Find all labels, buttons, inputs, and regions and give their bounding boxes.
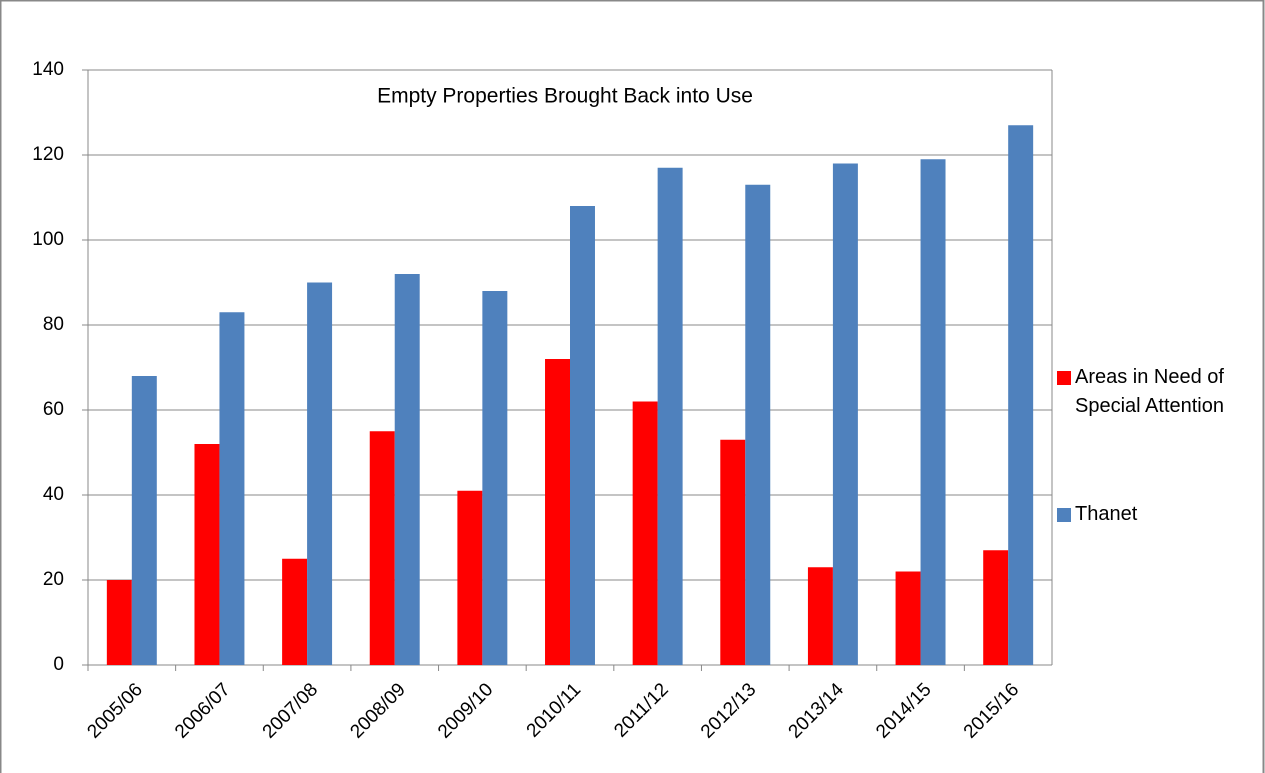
legend-label: Thanet [1075, 503, 1138, 525]
bar [570, 206, 595, 665]
x-tick-label: 2012/13 [697, 679, 760, 742]
bar [307, 282, 333, 665]
x-tick-label: 2010/11 [523, 679, 585, 741]
bar [482, 291, 508, 665]
legend-swatch [1057, 508, 1071, 522]
x-tick-label: 2011/12 [610, 679, 672, 741]
chart-title: Empty Properties Brought Back into Use [377, 85, 753, 108]
x-tick-label: 2005/06 [83, 679, 146, 742]
x-tick-label: 2008/09 [346, 679, 409, 742]
bar [807, 567, 833, 665]
x-tick-label: 2007/08 [259, 679, 322, 742]
y-tick-label: 140 [32, 59, 64, 80]
bar [657, 167, 683, 665]
y-tick-label: 120 [32, 144, 64, 165]
y-tick-label: 40 [43, 484, 64, 505]
x-tick-label: 2006/07 [171, 679, 234, 742]
x-tick-label: 2014/15 [872, 679, 935, 742]
bar [219, 312, 245, 665]
x-tick-label: 2015/16 [960, 679, 1023, 742]
bar [720, 439, 746, 665]
y-tick-label: 60 [43, 399, 64, 420]
bar [457, 490, 483, 665]
bar [369, 431, 395, 665]
bar [545, 359, 570, 665]
x-tick-label: 2013/14 [785, 679, 849, 743]
bar [745, 184, 771, 665]
bar [194, 444, 220, 665]
bar [983, 550, 1009, 665]
bar [131, 376, 157, 665]
bar [282, 558, 308, 665]
legend-label: Areas in Need of Special Attention [1075, 366, 1224, 417]
bar [394, 274, 420, 665]
y-tick-label: 0 [53, 654, 64, 675]
y-tick-label: 20 [43, 569, 64, 590]
x-tick-label: 2009/10 [434, 679, 497, 742]
bar [895, 571, 921, 665]
bar [1008, 125, 1034, 665]
bar [920, 159, 946, 665]
y-tick-label: 80 [43, 314, 64, 335]
bar [832, 163, 858, 665]
legend-swatch [1057, 371, 1071, 385]
bar [632, 401, 658, 665]
y-tick-label: 100 [32, 229, 64, 250]
bar [106, 580, 132, 665]
